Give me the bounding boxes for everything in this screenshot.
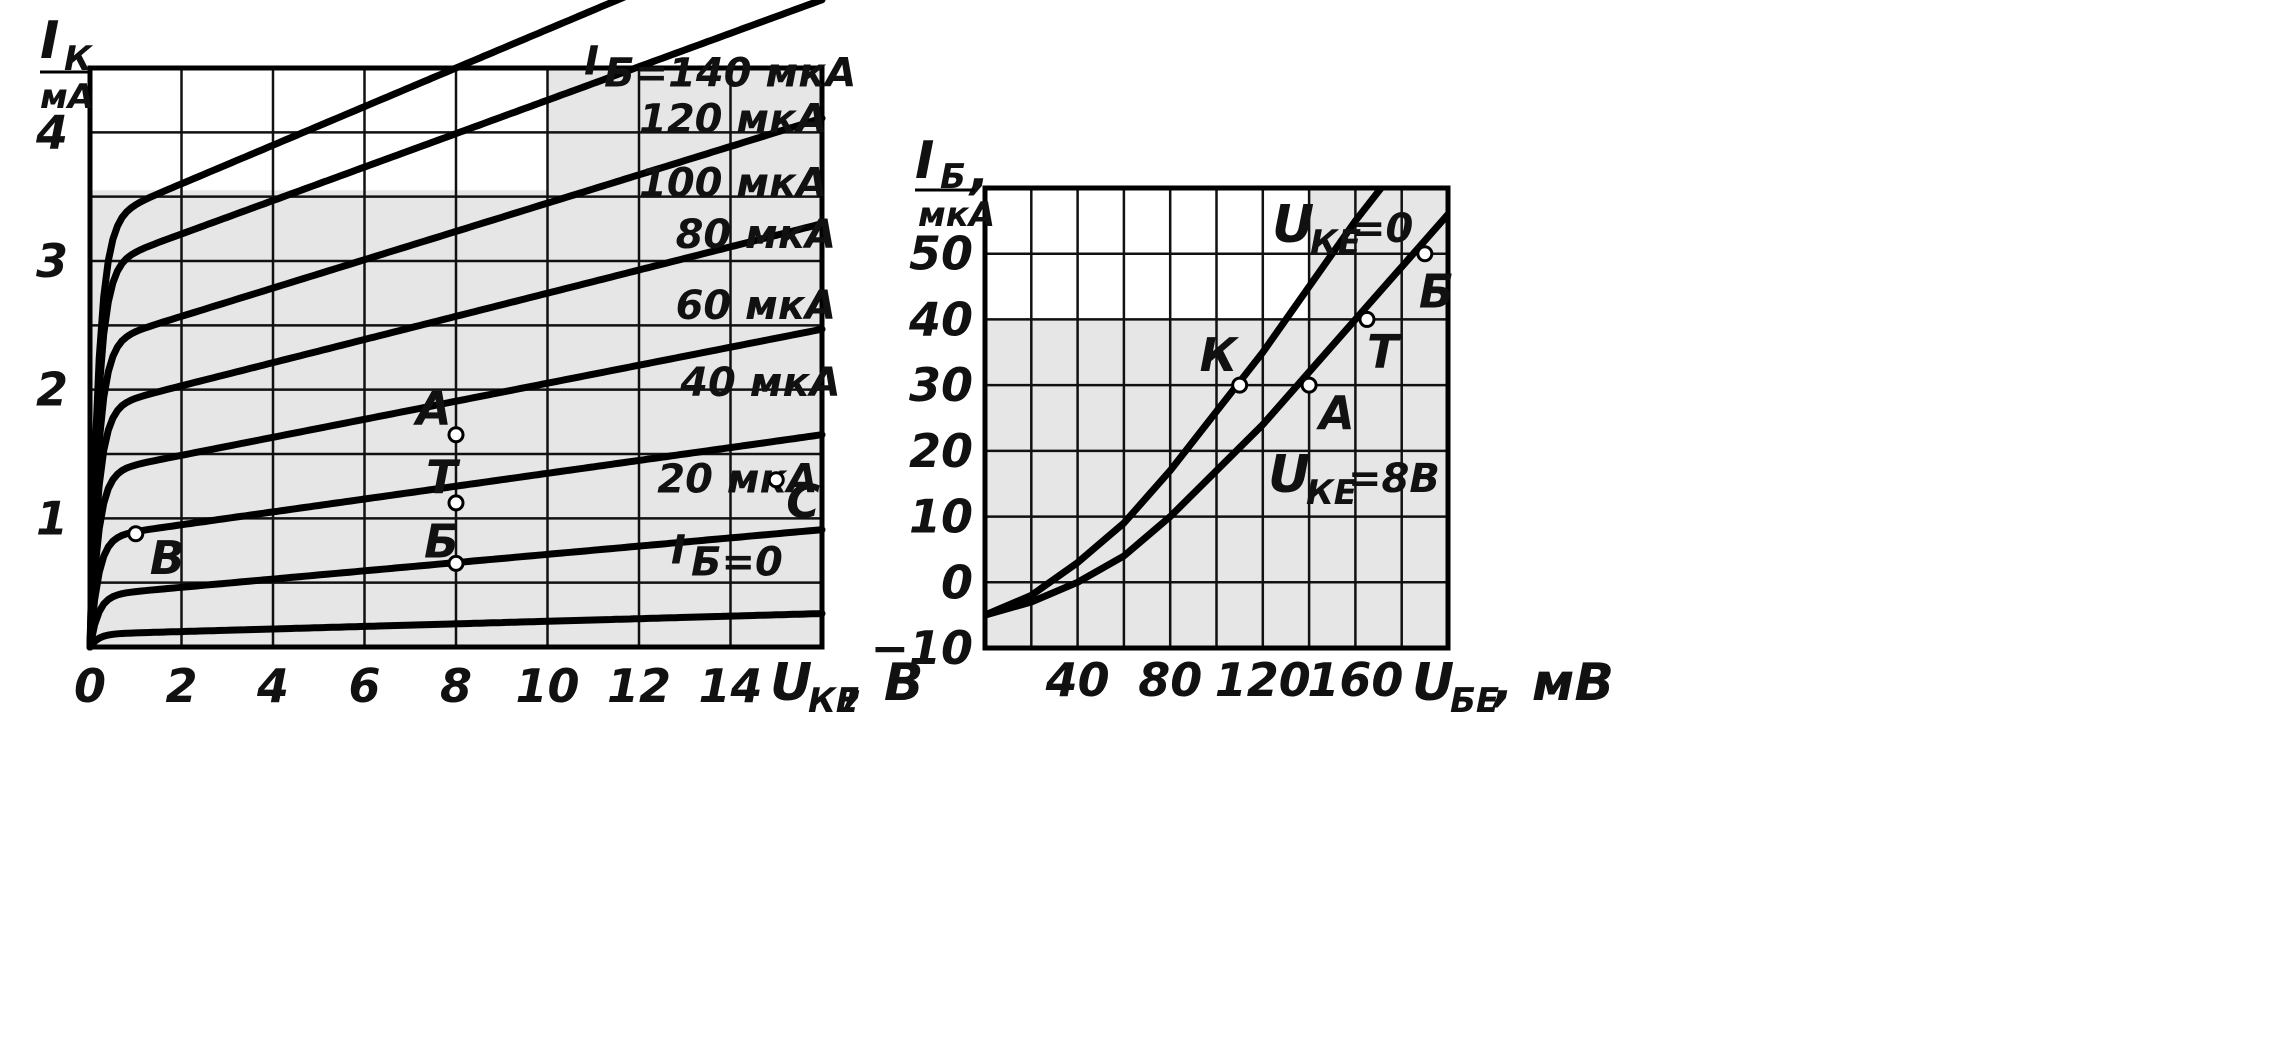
series-line — [86, 114, 826, 651]
operating-point — [447, 426, 465, 444]
y-tick-label: 40 — [908, 292, 973, 346]
x-axis-label: U — [770, 653, 812, 713]
y-axis-label: I — [915, 131, 934, 191]
operating-point — [1358, 310, 1376, 328]
x-tick-label: 12 — [607, 659, 671, 713]
series-line — [86, 0, 826, 651]
x-axis-unit: , мВ — [1492, 653, 1614, 713]
operating-point — [1416, 245, 1434, 263]
x-tick-label: 6 — [348, 659, 380, 713]
point-label: Т — [426, 450, 461, 504]
series-label: 40 мкА — [679, 360, 840, 406]
series-label-tail: =8В — [1348, 456, 1440, 502]
x-tick-label: 4 — [256, 659, 289, 713]
series-label-symbol: I — [584, 38, 599, 84]
y-tick-label: 4 — [35, 105, 68, 159]
y-tick-label: 1 — [36, 491, 68, 545]
series-line — [86, 431, 826, 651]
series-label-main: U — [1272, 195, 1314, 255]
y-axis-unit: мкА — [918, 195, 995, 235]
series-label-tail: =0 — [1352, 206, 1413, 252]
series-label: 20 мкА — [657, 457, 817, 503]
series-line — [86, 325, 826, 651]
point-label: А — [413, 382, 452, 436]
y-tick-label: 2 — [36, 363, 68, 417]
operating-point — [447, 494, 465, 512]
y-axis-label-suffix: , — [968, 141, 990, 201]
series-label: 100 мкА — [639, 161, 827, 207]
x-tick-label: 40 — [1045, 653, 1110, 707]
x-tick-label: 14 — [698, 659, 762, 713]
y-tick-label: 3 — [36, 234, 68, 288]
x-tick-label: 160 — [1307, 653, 1403, 707]
y-tick-label: 50 — [909, 227, 973, 281]
x-axis-label-sub: КЕ — [808, 681, 859, 721]
series-line — [86, 610, 826, 651]
plot-frame — [982, 185, 1451, 651]
x-tick-label: 10 — [515, 659, 579, 713]
y-tick-label: 30 — [909, 358, 973, 412]
series-label-main: U — [1268, 445, 1310, 505]
y-tick-label: 0 — [941, 555, 973, 609]
point-label: Б — [424, 514, 459, 568]
operating-point — [767, 471, 785, 489]
x-tick-label: 8 — [440, 659, 472, 713]
series-line — [86, 0, 627, 651]
x-tick-label: 0 — [74, 659, 106, 713]
y-tick-label: −10 — [870, 621, 973, 675]
x-tick-label: 120 — [1215, 653, 1311, 707]
point-label: К — [1200, 328, 1240, 382]
y-tick-label: 10 — [909, 490, 973, 544]
series-label: 60 мкА — [676, 283, 836, 329]
x-tick-label: 80 — [1138, 653, 1202, 707]
x-axis-label: U — [1412, 653, 1454, 713]
series-line — [985, 211, 1448, 619]
point-label: А — [1316, 386, 1355, 440]
series-label: 120 мкА — [639, 96, 827, 142]
series-label: Б=140 мкА — [604, 50, 856, 96]
operating-point — [1231, 376, 1249, 394]
point-label: Б — [1419, 265, 1454, 319]
operating-point — [447, 554, 465, 572]
point-label: Т — [1367, 324, 1402, 378]
x-tick-label: 2 — [165, 659, 197, 713]
series-line — [985, 188, 1386, 619]
x-axis-unit: , В — [844, 653, 924, 713]
series-label-symbol: I — [671, 527, 686, 573]
x-axis-label-sub: БЕ — [1450, 681, 1499, 721]
y-tick-label: 20 — [909, 424, 973, 478]
series-label-sub: КЕ — [1306, 473, 1357, 513]
operating-point — [1300, 376, 1318, 394]
y-axis-unit: мА — [40, 77, 94, 117]
series-label: 80 мкА — [676, 212, 836, 258]
point-label: В — [150, 531, 185, 585]
y-axis-label: I — [40, 11, 59, 71]
series-label-sub: КЕ — [1310, 223, 1361, 263]
series-line — [86, 220, 826, 651]
point-label: С — [786, 475, 820, 529]
series-label: Б=0 — [691, 539, 783, 585]
operating-point — [127, 525, 145, 543]
